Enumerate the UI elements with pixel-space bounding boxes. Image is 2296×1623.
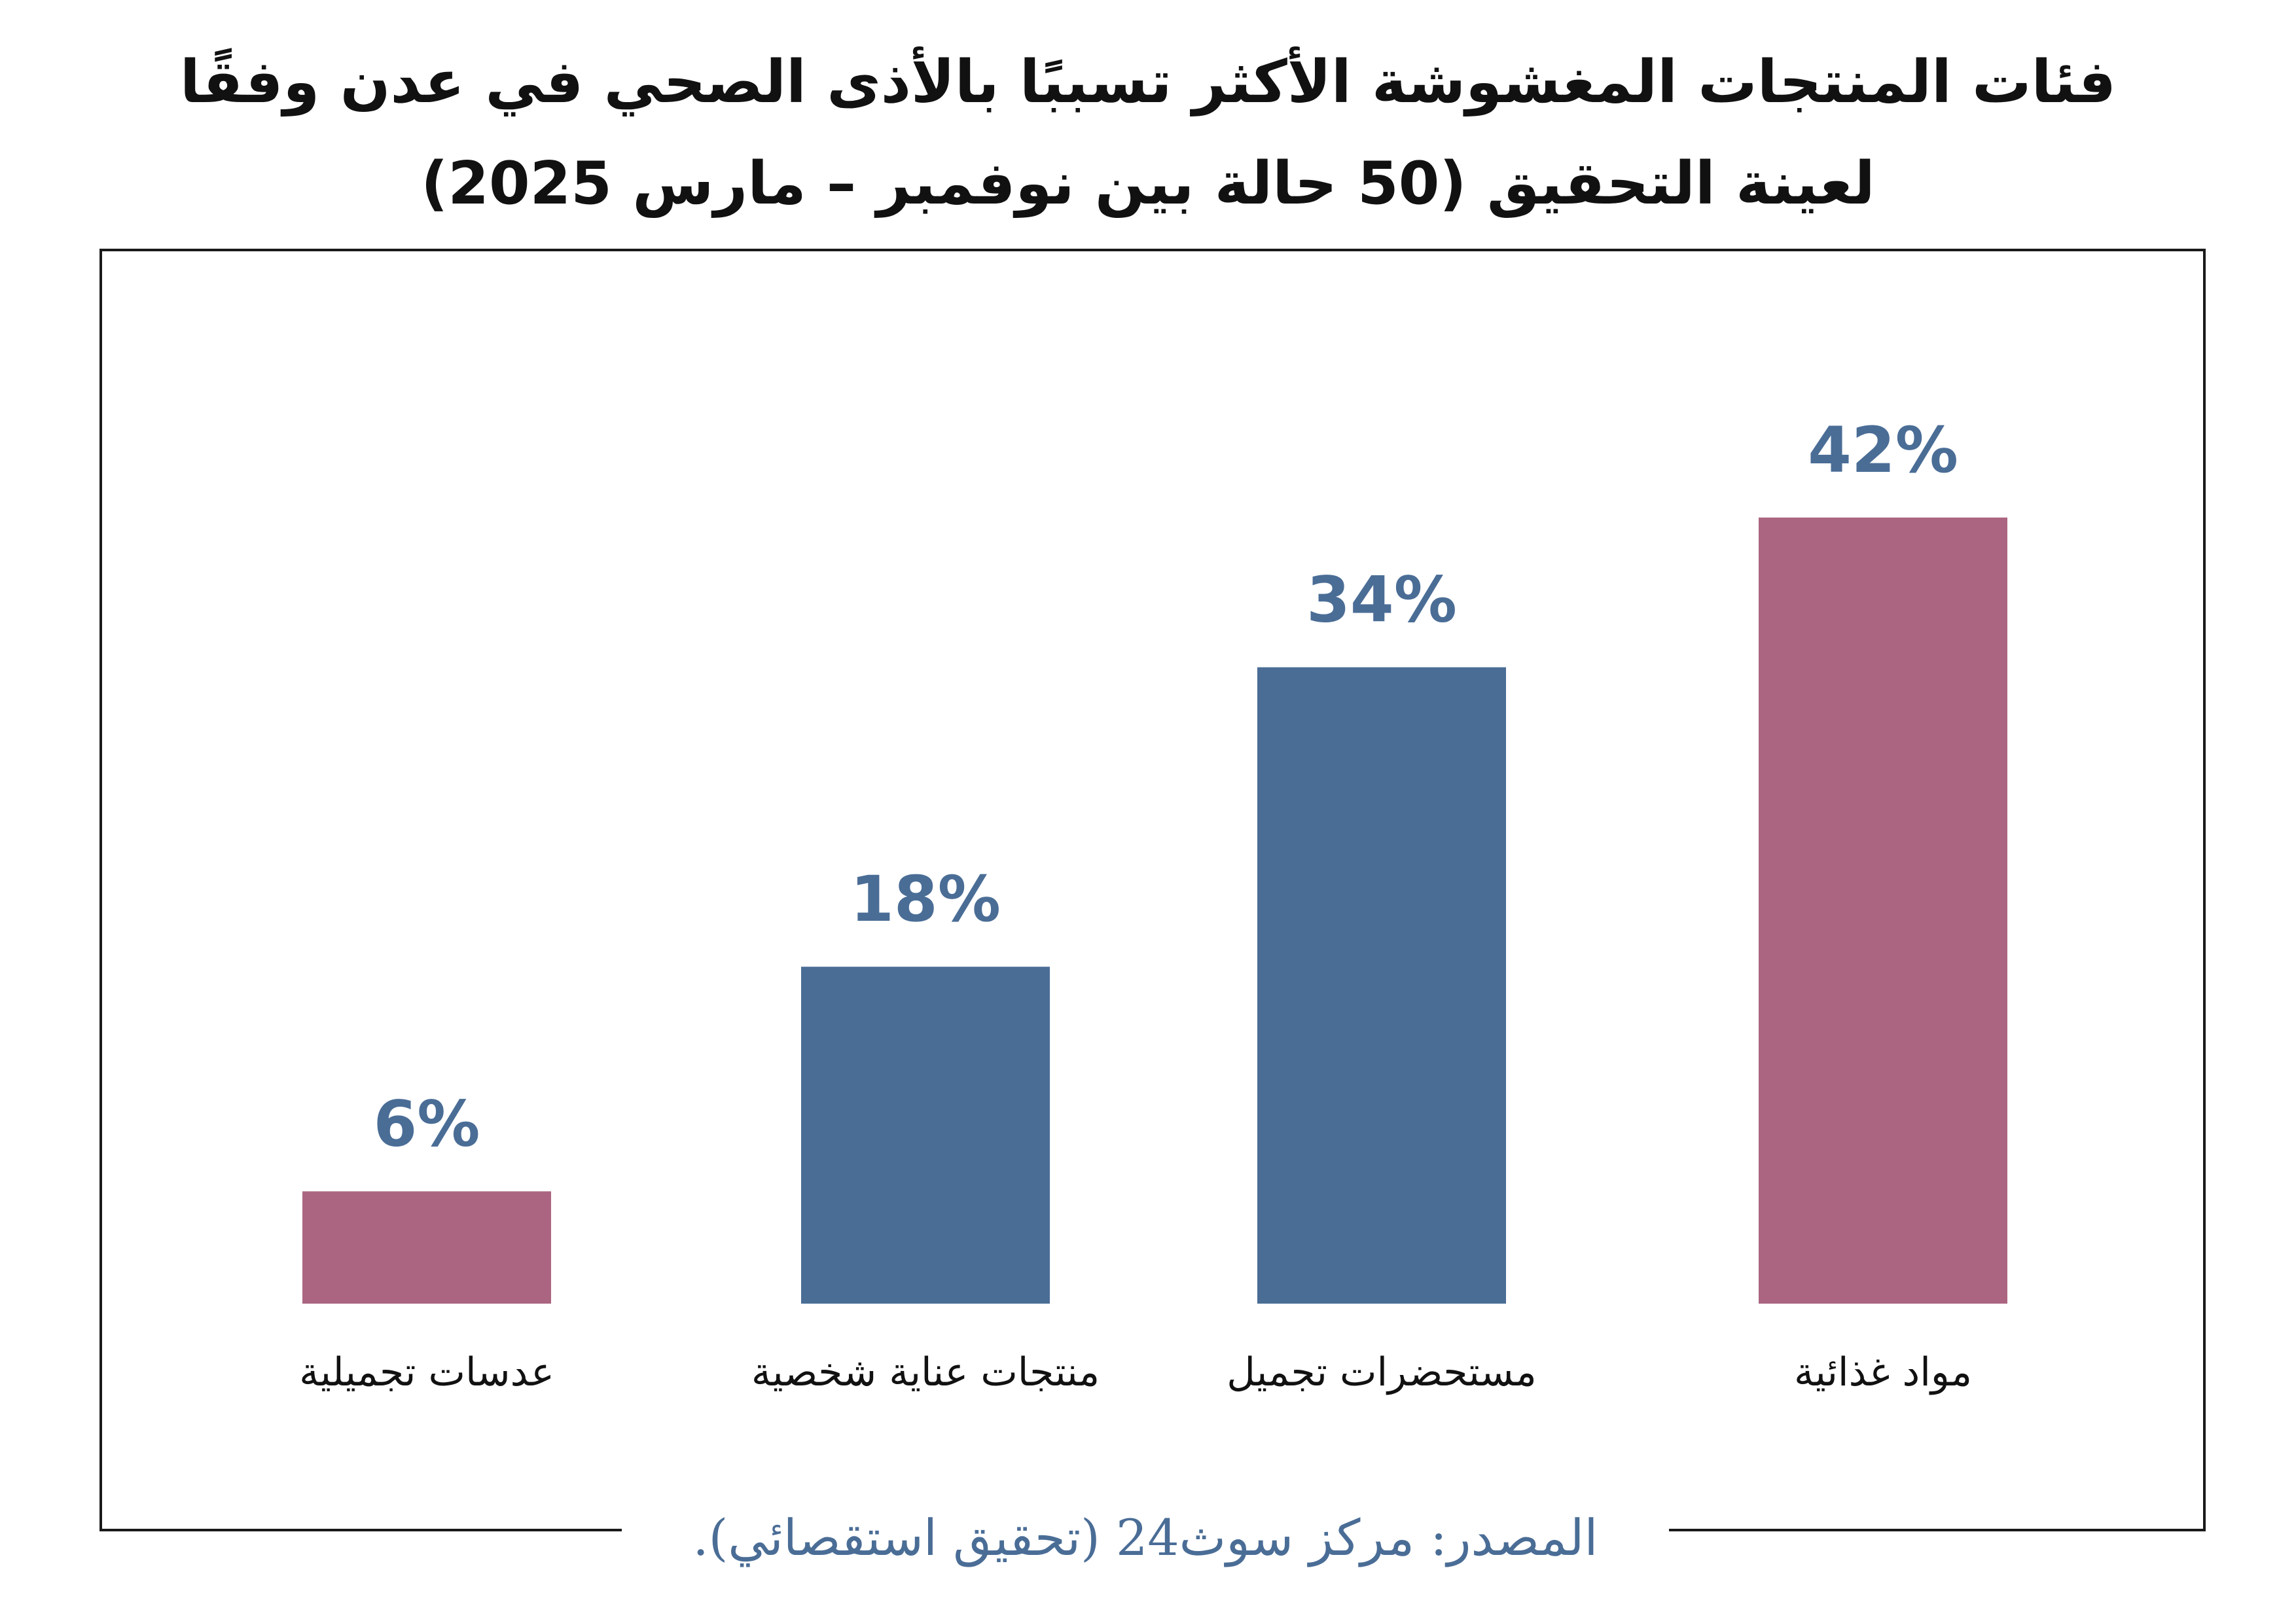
category-label-3: مستحضرات تجميل <box>1227 1349 1537 1395</box>
category-label-1: عدسات تجميلية <box>299 1349 554 1395</box>
bar-3 <box>1257 667 1506 1304</box>
bar-2 <box>801 967 1050 1304</box>
chart-frame: 6% عدسات تجميلية 18% منتجات عناية شخصية 34% م… <box>99 249 2206 1531</box>
category-label-2: منتجات عناية شخصية <box>751 1349 1100 1395</box>
bar-1 <box>302 1191 551 1304</box>
data-label-2: 18% <box>850 863 1001 936</box>
bar-chart: 6% عدسات تجميلية 18% منتجات عناية شخصية 34% م… <box>299 414 2007 1395</box>
chart-title: فئات المنتجات المغشوشة الأكثر تسببًا بال… <box>179 48 2117 218</box>
source-note: المصدر: مركز سوث24 (تحقيق استقصائي). <box>622 1499 1669 1577</box>
data-label-4: 42% <box>1808 414 1958 487</box>
data-label-1: 6% <box>374 1087 480 1160</box>
category-label-4: مواد غذائية <box>1794 1349 1972 1395</box>
bar-4 <box>1759 517 2007 1304</box>
data-label-3: 34% <box>1306 563 1457 637</box>
